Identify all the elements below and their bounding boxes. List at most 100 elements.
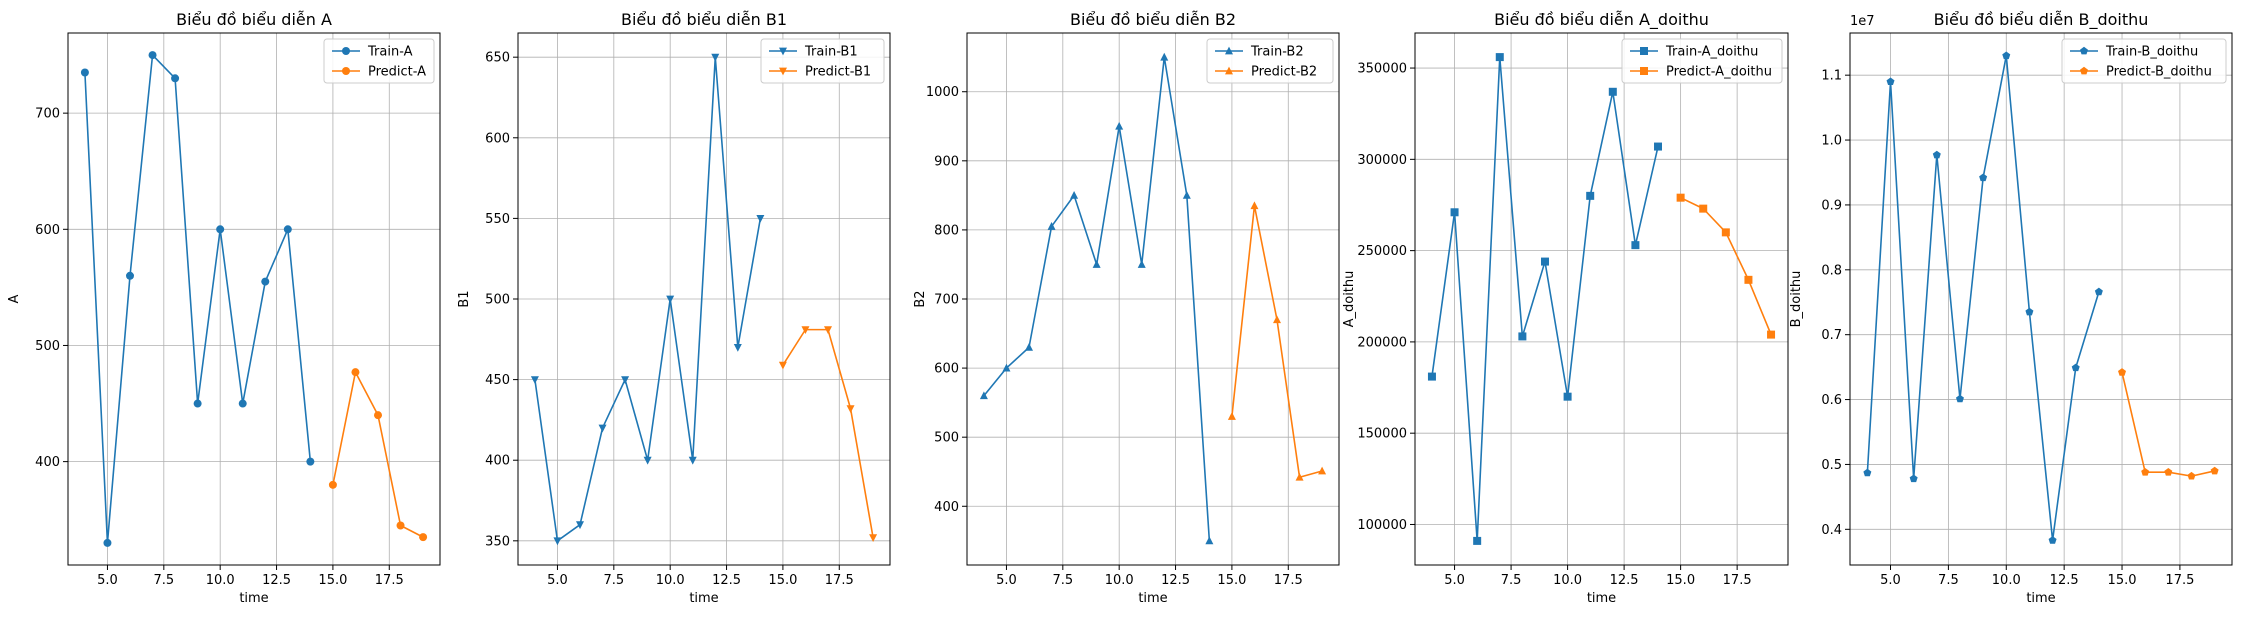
data-point (1002, 363, 1011, 372)
legend-marker (1640, 47, 1648, 55)
data-point (1767, 330, 1776, 339)
data-point (1540, 257, 1549, 266)
data-point (1092, 260, 1101, 268)
legend-marker (779, 67, 787, 76)
y-tick-label: 600 (934, 362, 959, 377)
data-point (1654, 142, 1663, 151)
data-point (1886, 77, 1895, 86)
data-point (1676, 193, 1685, 202)
series-line-2 (332, 371, 424, 538)
axes-frame (67, 32, 441, 566)
y-tick-label: 250000 (1357, 244, 1407, 259)
y-tick-label: 350000 (1357, 62, 1407, 77)
legend-marker (1225, 66, 1233, 75)
x-tick-label: 17.5 (1723, 573, 1752, 588)
legend-entry-label: Train-B1 (804, 45, 858, 60)
data-point (1932, 150, 1941, 159)
y-tick-label: 100000 (1357, 518, 1407, 533)
x-tick-label: 5.0 (996, 573, 1017, 588)
legend: Train-B_doithu Predict-B_doithu (2061, 38, 2227, 84)
data-point (1182, 190, 1191, 199)
data-point (1863, 468, 1872, 477)
data-point (869, 534, 878, 542)
data-point (530, 376, 539, 385)
x-tick-label: 17.5 (1274, 573, 1303, 588)
x-axis-label: time (689, 591, 718, 606)
data-point (238, 399, 247, 408)
y-tick-label: 600 (485, 131, 510, 146)
data-point (1295, 472, 1304, 481)
data-point (1250, 201, 1259, 210)
x-tick-label: 15.0 (1217, 573, 1246, 588)
data-point (2025, 307, 2034, 316)
y-axis-label: A_doithu (1342, 271, 1357, 328)
legend-entry-label: Predict-B2 (1251, 65, 1317, 80)
data-point (778, 361, 787, 370)
series-line-2 (1680, 196, 1772, 335)
x-tick-label: 7.5 (1938, 573, 1959, 588)
data-point (328, 480, 337, 489)
legend: Train-A_doithu Predict-A_doithu (1621, 38, 1783, 84)
y-tick-label: 800 (934, 223, 959, 238)
y-tick-label: 0.4 (1821, 523, 1842, 538)
y-tick-label: 400 (934, 500, 959, 515)
x-tick-label: 5.0 (547, 573, 568, 588)
y-tick-label: 450 (485, 373, 510, 388)
y-tick-label: 0.7 (1821, 328, 1842, 343)
data-point (2187, 471, 2196, 480)
chart-title: Biểu đồ biểu diễn A (176, 10, 332, 29)
x-tick-label: 7.5 (1052, 573, 1073, 588)
x-tick-label: 10.0 (1105, 573, 1134, 588)
y-tick-label: 500 (485, 293, 510, 308)
data-point (2071, 363, 2080, 372)
y-tick-label: 300000 (1357, 153, 1407, 168)
x-tick-label: 12.5 (2050, 573, 2079, 588)
y-tick-label: 700 (934, 293, 959, 308)
data-point (103, 538, 112, 547)
chart-title: Biểu đồ biểu diễn B2 (1070, 10, 1236, 29)
x-tick-label: 15.0 (318, 573, 347, 588)
y-tick-label: 1000 (926, 85, 959, 100)
legend: Train-A Predict-A (323, 38, 435, 84)
data-point (171, 74, 180, 83)
data-point (801, 326, 810, 335)
legend-marker (779, 47, 787, 56)
data-point (1955, 394, 1964, 403)
data-point (1586, 191, 1595, 200)
chart-panel-3: 5.0 7.5 10.0 12.5 15.0 17.5 400 500 600 700 800 900… (913, 10, 1340, 606)
legend-marker (1640, 67, 1648, 75)
y-tick-label: 200000 (1357, 335, 1407, 350)
x-tick-label: 7.5 (1501, 573, 1522, 588)
chart-panel-1: 5.0 7.5 10.0 12.5 15.0 17.5 400 500 600 700 Biểu đ… (7, 10, 441, 606)
data-point (979, 391, 988, 400)
y-tick-label: 600 (35, 223, 60, 238)
x-tick-label: 5.0 (1880, 573, 1901, 588)
y-offset-text: 1e7 (1850, 14, 1875, 29)
data-point (1518, 332, 1527, 341)
legend-entry-label: Predict-B_doithu (2106, 65, 2212, 80)
x-tick-label: 17.5 (825, 573, 854, 588)
data-point (1205, 536, 1214, 545)
data-point (1227, 412, 1236, 420)
data-point (1160, 52, 1169, 61)
chart-panel-4: 5.0 7.5 10.0 12.5 15.0 17.5 100000 150000 200000… (1342, 10, 1789, 606)
x-tick-label: 17.5 (2165, 573, 2194, 588)
legend-box (323, 38, 435, 84)
x-tick-label: 12.5 (1161, 573, 1190, 588)
legend-box (2061, 38, 2227, 84)
data-point (688, 456, 697, 465)
chart-title: Biểu đồ biểu diễn A_doithu (1494, 10, 1709, 30)
data-point (283, 225, 292, 234)
chart-title: Biểu đồ biểu diễn B1 (621, 10, 787, 29)
series-line-2 (2121, 372, 2215, 477)
legend-entry-label: Train-A_doithu (1665, 45, 1758, 60)
x-axis-label: time (2026, 591, 2055, 606)
x-axis-label: time (239, 591, 268, 606)
data-point (576, 521, 584, 530)
x-tick-label: 10.0 (656, 573, 685, 588)
data-point (1909, 474, 1918, 483)
x-tick-label: 10.0 (1553, 573, 1582, 588)
data-point (2141, 468, 2150, 476)
legend-marker (342, 67, 350, 75)
